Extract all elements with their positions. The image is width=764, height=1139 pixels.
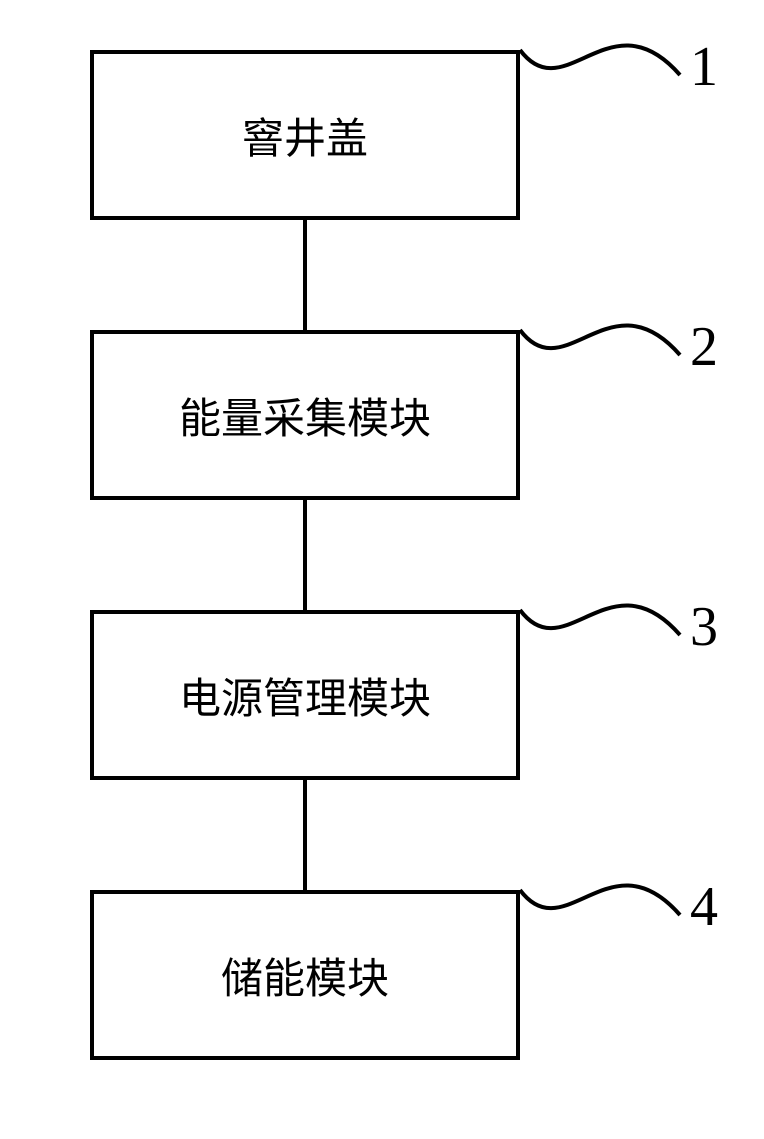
callout-number-4: 4 [690,875,718,939]
callout-4 [0,0,764,1139]
